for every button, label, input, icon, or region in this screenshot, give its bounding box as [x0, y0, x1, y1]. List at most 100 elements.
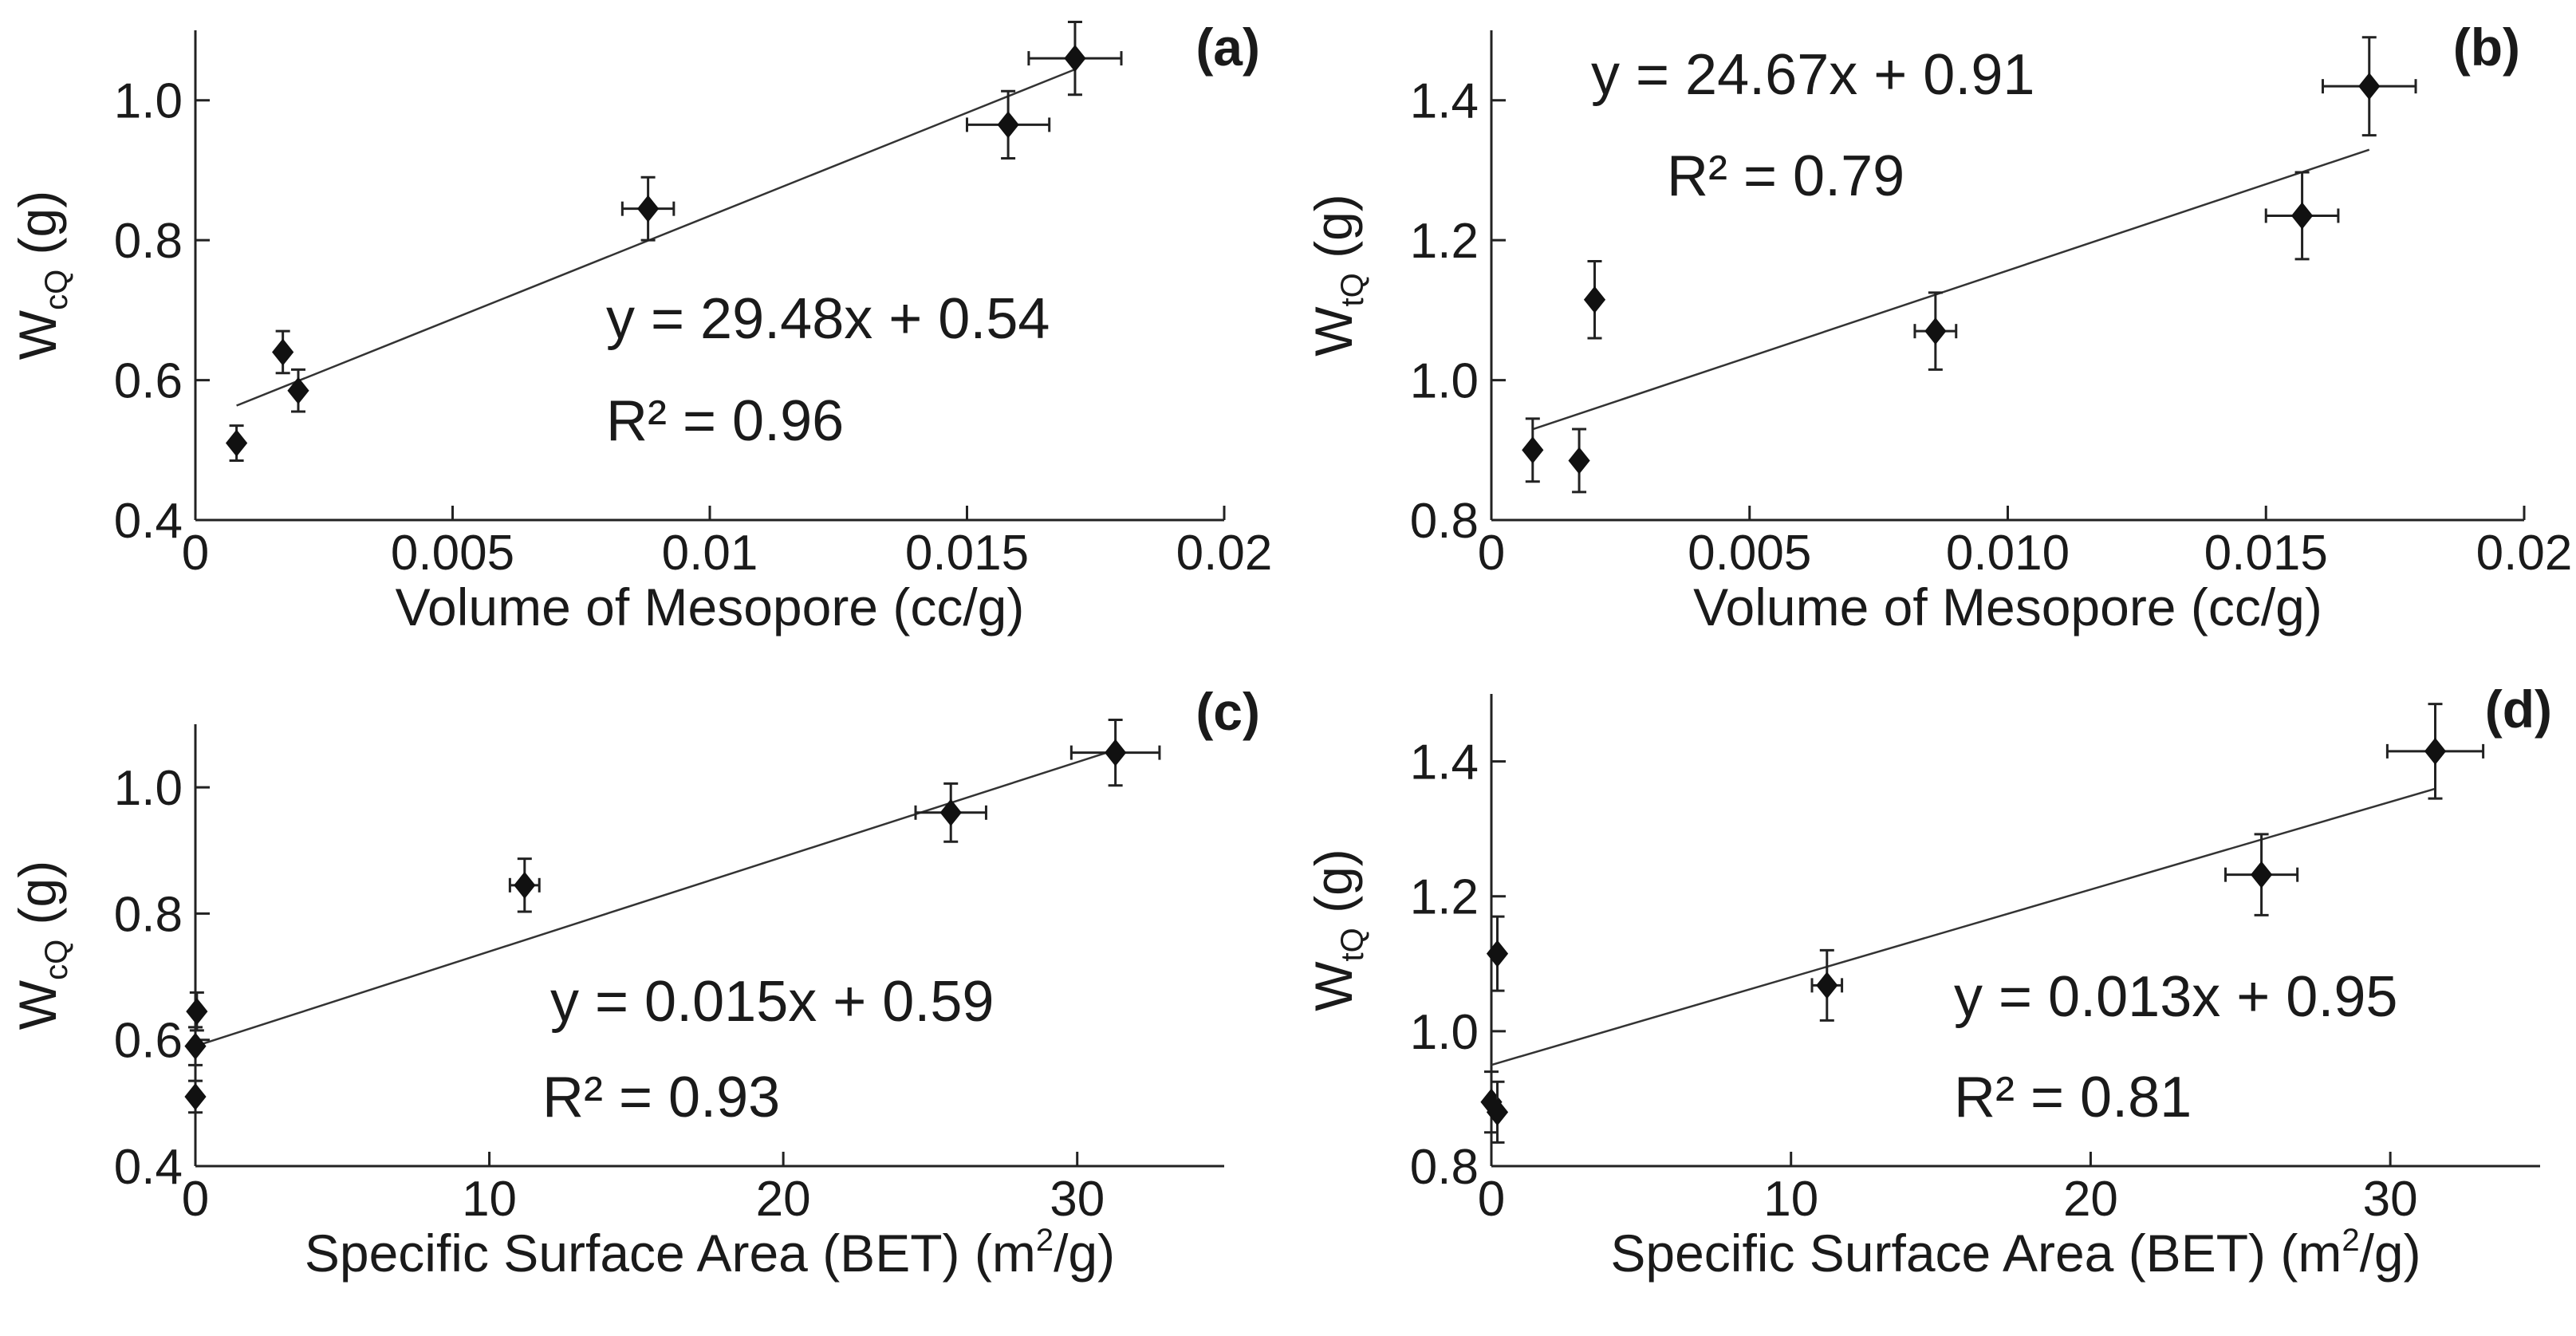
trendline: [195, 748, 1117, 1047]
data-point: [2321, 36, 2417, 137]
x-tick-label: 0.010: [1946, 526, 2070, 581]
y-axis-title: WcQ (g): [8, 861, 74, 1030]
x-tick-label: 10: [462, 1172, 517, 1227]
y-tick-label: 1.4: [1410, 74, 1479, 129]
diamond-marker: [1583, 286, 1606, 313]
x-tick-label: 0: [182, 526, 209, 581]
y-tick-label: 0.6: [114, 1014, 183, 1069]
diamond-marker: [184, 1082, 207, 1110]
panel-b: 0 0.005 0.010 0.015 0.02 0.8 1.0 1.2 1.4 Volume o…: [1304, 18, 2572, 636]
y-tick-label: 0.8: [1410, 494, 1479, 549]
panel-tag: (b): [2453, 18, 2520, 77]
diamond-marker: [514, 871, 536, 899]
panel-c: 0 10 20 30 0.4 0.6 0.8 1.0 Specific Surface Area…: [8, 682, 1260, 1283]
y-tick-label: 1.0: [114, 74, 183, 129]
x-tick-label: 0.015: [905, 526, 1029, 581]
y-axis-title-unit: (g): [1304, 849, 1363, 928]
r-squared: R² = 0.81: [1954, 1066, 2192, 1129]
panel-d: 0 10 20 30 0.8 1.0 1.2 1.4 Specific Surface Area…: [1304, 680, 2552, 1283]
y-axis-title-unit: (g): [1304, 194, 1363, 273]
panel-a: 0 0.005 0.01 0.015 0.02 0.4 0.6 0.8 1.0 Volume of…: [8, 18, 1272, 636]
diamond-marker: [2250, 861, 2273, 889]
y-axis-title-subscript: cQ: [39, 270, 74, 310]
data-point: [184, 1079, 207, 1114]
diamond-marker: [939, 798, 962, 826]
data-point: [1913, 291, 1958, 371]
data-point: [2385, 703, 2485, 800]
diamond-marker: [1064, 45, 1086, 73]
x-axis-title-tail: /g): [1054, 1224, 1115, 1283]
data-point: [226, 424, 248, 462]
y-tick-label: 0.6: [114, 354, 183, 409]
data-point: [2224, 833, 2299, 916]
x-tick-label: 0.005: [391, 526, 514, 581]
y-tick-label: 1.0: [1410, 1005, 1479, 1060]
panel-tag: (d): [2485, 680, 2552, 739]
y-axis-title-main: W: [8, 309, 67, 360]
data-point: [287, 368, 309, 413]
data-point: [186, 991, 208, 1032]
panel-tag: (a): [1195, 18, 1260, 77]
x-tick-label: 20: [2063, 1172, 2118, 1227]
y-tick-label: 1.2: [1410, 870, 1479, 925]
diamond-marker: [997, 111, 1019, 139]
r-squared: R² = 0.96: [606, 389, 844, 453]
y-axis-title-main: W: [8, 979, 67, 1030]
x-tick-label: 0: [1478, 1172, 1505, 1227]
trendline: [1532, 148, 2370, 431]
regression-equation: y = 0.015x + 0.59: [550, 970, 994, 1034]
x-tick-label: 0: [1478, 526, 1505, 581]
trendline: [236, 68, 1076, 407]
y-axis-title-subscript: tQ: [1335, 928, 1370, 961]
x-axis-title-tail: /g): [2360, 1224, 2421, 1283]
x-axis-title-main: Specific Surface Area (BET) (m: [305, 1224, 1036, 1283]
r-squared: R² = 0.79: [1667, 144, 1904, 208]
data-point: [1069, 718, 1161, 787]
diamond-marker: [1480, 1088, 1503, 1116]
diamond-marker: [1486, 940, 1509, 968]
x-axis-title: Volume of Mesopore (cc/g): [1693, 577, 2322, 636]
diamond-marker: [226, 429, 248, 457]
panel-tag: (c): [1195, 682, 1260, 741]
regression-equation: y = 29.48x + 0.54: [606, 287, 1050, 351]
diamond-marker: [186, 998, 208, 1026]
data-point: [1027, 20, 1123, 97]
data-point: [914, 782, 987, 843]
diamond-marker: [1486, 1098, 1509, 1126]
data-point: [1568, 428, 1590, 494]
y-tick-label: 0.4: [114, 494, 183, 549]
x-tick-label: 0.02: [2476, 526, 2573, 581]
x-axis-title-superscript: 2: [1036, 1223, 1054, 1258]
regression-equation: y = 0.013x + 0.95: [1954, 965, 2397, 1029]
regression-equation: y = 24.67x + 0.91: [1591, 43, 2034, 107]
y-tick-label: 0.8: [114, 214, 183, 269]
diamond-marker: [637, 195, 660, 223]
x-tick-label: 20: [756, 1172, 811, 1227]
y-tick-label: 1.0: [114, 761, 183, 816]
x-tick-label: 0.005: [1688, 526, 1811, 581]
data-point: [620, 175, 676, 242]
x-axis-title: Specific Surface Area (BET) (m2/g): [305, 1223, 1115, 1283]
x-axis-title-main: Specific Surface Area (BET) (m: [1610, 1224, 2342, 1283]
data-point: [966, 89, 1051, 160]
y-axis-title-main: W: [1304, 961, 1363, 1011]
x-tick-label: 0.015: [2204, 526, 2328, 581]
diamond-marker: [287, 376, 309, 404]
data-point: [272, 329, 294, 375]
data-point: [1486, 915, 1509, 992]
diamond-marker: [1105, 739, 1127, 767]
y-axis-title: WtQ (g): [1304, 849, 1370, 1011]
r-squared: R² = 0.93: [542, 1066, 780, 1129]
trendline: [1491, 787, 2436, 1066]
diamond-marker: [272, 338, 294, 366]
data-point: [1486, 1080, 1509, 1144]
y-tick-label: 1.4: [1410, 735, 1479, 790]
y-axis-title-main: W: [1304, 306, 1363, 357]
y-axis-title: WcQ (g): [8, 191, 74, 360]
y-tick-label: 1.0: [1410, 354, 1479, 409]
x-axis-title: Volume of Mesopore (cc/g): [396, 577, 1025, 636]
x-axis-title: Specific Surface Area (BET) (m2/g): [1610, 1223, 2420, 1283]
y-axis-title-subscript: tQ: [1335, 273, 1370, 306]
y-axis-title-unit: (g): [8, 191, 67, 270]
